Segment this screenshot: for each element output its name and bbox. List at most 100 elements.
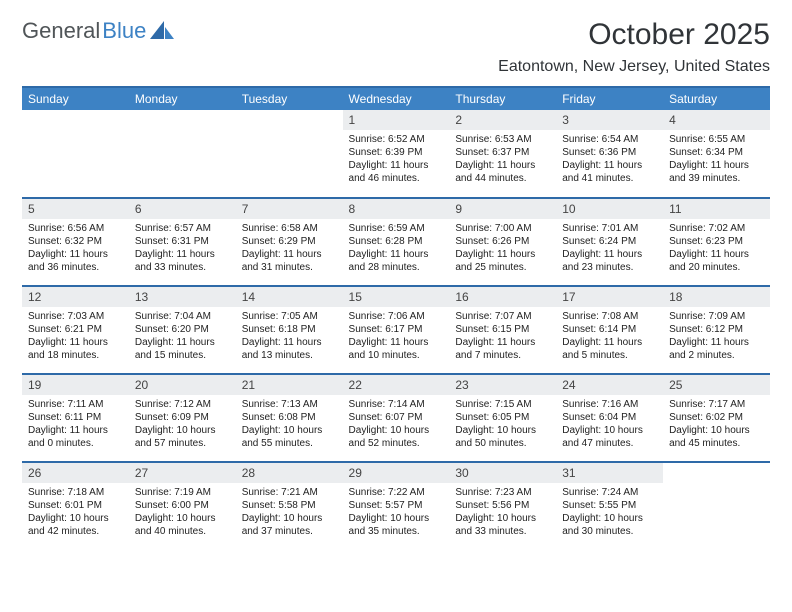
- day-number: 28: [236, 463, 343, 483]
- day-body: Sunrise: 7:08 AMSunset: 6:14 PMDaylight:…: [556, 307, 663, 365]
- logo-sail-icon: [150, 21, 176, 41]
- calendar-cell: 14Sunrise: 7:05 AMSunset: 6:18 PMDayligh…: [236, 286, 343, 374]
- day-body: Sunrise: 7:16 AMSunset: 6:04 PMDaylight:…: [556, 395, 663, 453]
- day-body: Sunrise: 6:55 AMSunset: 6:34 PMDaylight:…: [663, 130, 770, 188]
- calendar-cell: 22Sunrise: 7:14 AMSunset: 6:07 PMDayligh…: [343, 374, 450, 462]
- day-number: 2: [449, 110, 556, 130]
- calendar-cell: 15Sunrise: 7:06 AMSunset: 6:17 PMDayligh…: [343, 286, 450, 374]
- weekday-header: Sunday: [22, 88, 129, 110]
- day-body: Sunrise: 6:58 AMSunset: 6:29 PMDaylight:…: [236, 219, 343, 277]
- day-body: Sunrise: 7:00 AMSunset: 6:26 PMDaylight:…: [449, 219, 556, 277]
- day-number: 13: [129, 287, 236, 307]
- weekday-header: Friday: [556, 88, 663, 110]
- day-body: Sunrise: 7:05 AMSunset: 6:18 PMDaylight:…: [236, 307, 343, 365]
- day-body: Sunrise: 7:24 AMSunset: 5:55 PMDaylight:…: [556, 483, 663, 541]
- calendar-cell: 28Sunrise: 7:21 AMSunset: 5:58 PMDayligh…: [236, 462, 343, 550]
- logo-part2: Blue: [102, 18, 146, 44]
- day-number: 11: [663, 199, 770, 219]
- calendar-cell: 2Sunrise: 6:53 AMSunset: 6:37 PMDaylight…: [449, 110, 556, 198]
- day-body: Sunrise: 7:06 AMSunset: 6:17 PMDaylight:…: [343, 307, 450, 365]
- day-number: 10: [556, 199, 663, 219]
- day-number: 30: [449, 463, 556, 483]
- day-body: Sunrise: 7:04 AMSunset: 6:20 PMDaylight:…: [129, 307, 236, 365]
- day-number: 21: [236, 375, 343, 395]
- day-number: 12: [22, 287, 129, 307]
- day-body: Sunrise: 7:19 AMSunset: 6:00 PMDaylight:…: [129, 483, 236, 541]
- day-number: 31: [556, 463, 663, 483]
- calendar-cell: 26Sunrise: 7:18 AMSunset: 6:01 PMDayligh…: [22, 462, 129, 550]
- calendar-cell: 16Sunrise: 7:07 AMSunset: 6:15 PMDayligh…: [449, 286, 556, 374]
- day-number: 16: [449, 287, 556, 307]
- calendar-cell: [129, 110, 236, 198]
- day-number: 5: [22, 199, 129, 219]
- calendar-cell: 17Sunrise: 7:08 AMSunset: 6:14 PMDayligh…: [556, 286, 663, 374]
- day-number: 14: [236, 287, 343, 307]
- day-body: Sunrise: 6:57 AMSunset: 6:31 PMDaylight:…: [129, 219, 236, 277]
- day-number: 3: [556, 110, 663, 130]
- day-body: Sunrise: 7:18 AMSunset: 6:01 PMDaylight:…: [22, 483, 129, 541]
- weekday-header: Wednesday: [343, 88, 450, 110]
- calendar-cell: 23Sunrise: 7:15 AMSunset: 6:05 PMDayligh…: [449, 374, 556, 462]
- day-body: Sunrise: 6:52 AMSunset: 6:39 PMDaylight:…: [343, 130, 450, 188]
- day-body: Sunrise: 7:03 AMSunset: 6:21 PMDaylight:…: [22, 307, 129, 365]
- calendar-cell: 25Sunrise: 7:17 AMSunset: 6:02 PMDayligh…: [663, 374, 770, 462]
- day-body: Sunrise: 6:59 AMSunset: 6:28 PMDaylight:…: [343, 219, 450, 277]
- day-number: 6: [129, 199, 236, 219]
- calendar-cell: 8Sunrise: 6:59 AMSunset: 6:28 PMDaylight…: [343, 198, 450, 286]
- calendar-cell: 3Sunrise: 6:54 AMSunset: 6:36 PMDaylight…: [556, 110, 663, 198]
- calendar-cell: [663, 462, 770, 550]
- logo: GeneralBlue: [22, 18, 176, 44]
- calendar-cell: 20Sunrise: 7:12 AMSunset: 6:09 PMDayligh…: [129, 374, 236, 462]
- day-number: 17: [556, 287, 663, 307]
- day-body: Sunrise: 7:11 AMSunset: 6:11 PMDaylight:…: [22, 395, 129, 453]
- calendar-cell: 1Sunrise: 6:52 AMSunset: 6:39 PMDaylight…: [343, 110, 450, 198]
- day-number: 26: [22, 463, 129, 483]
- calendar-cell: 30Sunrise: 7:23 AMSunset: 5:56 PMDayligh…: [449, 462, 556, 550]
- calendar-cell: 12Sunrise: 7:03 AMSunset: 6:21 PMDayligh…: [22, 286, 129, 374]
- day-number: 20: [129, 375, 236, 395]
- day-number: 19: [22, 375, 129, 395]
- day-body: Sunrise: 6:56 AMSunset: 6:32 PMDaylight:…: [22, 219, 129, 277]
- day-number: 27: [129, 463, 236, 483]
- calendar-table: SundayMondayTuesdayWednesdayThursdayFrid…: [22, 88, 770, 550]
- day-body: Sunrise: 7:14 AMSunset: 6:07 PMDaylight:…: [343, 395, 450, 453]
- day-number: 22: [343, 375, 450, 395]
- day-number: 29: [343, 463, 450, 483]
- calendar-cell: 21Sunrise: 7:13 AMSunset: 6:08 PMDayligh…: [236, 374, 343, 462]
- calendar-cell: 31Sunrise: 7:24 AMSunset: 5:55 PMDayligh…: [556, 462, 663, 550]
- month-title: October 2025: [498, 18, 770, 52]
- day-body: Sunrise: 7:02 AMSunset: 6:23 PMDaylight:…: [663, 219, 770, 277]
- logo-part1: General: [22, 18, 100, 44]
- day-number: 4: [663, 110, 770, 130]
- calendar-cell: 19Sunrise: 7:11 AMSunset: 6:11 PMDayligh…: [22, 374, 129, 462]
- day-body: Sunrise: 7:21 AMSunset: 5:58 PMDaylight:…: [236, 483, 343, 541]
- calendar-cell: 7Sunrise: 6:58 AMSunset: 6:29 PMDaylight…: [236, 198, 343, 286]
- day-number: 8: [343, 199, 450, 219]
- day-body: Sunrise: 7:17 AMSunset: 6:02 PMDaylight:…: [663, 395, 770, 453]
- day-body: Sunrise: 7:23 AMSunset: 5:56 PMDaylight:…: [449, 483, 556, 541]
- weekday-header: Monday: [129, 88, 236, 110]
- day-number: 15: [343, 287, 450, 307]
- day-number: 24: [556, 375, 663, 395]
- day-number: 25: [663, 375, 770, 395]
- weekday-header: Thursday: [449, 88, 556, 110]
- calendar-cell: 13Sunrise: 7:04 AMSunset: 6:20 PMDayligh…: [129, 286, 236, 374]
- calendar-cell: 18Sunrise: 7:09 AMSunset: 6:12 PMDayligh…: [663, 286, 770, 374]
- calendar-cell: [236, 110, 343, 198]
- day-number: 9: [449, 199, 556, 219]
- day-body: Sunrise: 7:15 AMSunset: 6:05 PMDaylight:…: [449, 395, 556, 453]
- day-body: Sunrise: 7:01 AMSunset: 6:24 PMDaylight:…: [556, 219, 663, 277]
- calendar-cell: 29Sunrise: 7:22 AMSunset: 5:57 PMDayligh…: [343, 462, 450, 550]
- calendar-cell: 9Sunrise: 7:00 AMSunset: 6:26 PMDaylight…: [449, 198, 556, 286]
- calendar-cell: [22, 110, 129, 198]
- calendar-cell: 27Sunrise: 7:19 AMSunset: 6:00 PMDayligh…: [129, 462, 236, 550]
- calendar-cell: 4Sunrise: 6:55 AMSunset: 6:34 PMDaylight…: [663, 110, 770, 198]
- weekday-header: Saturday: [663, 88, 770, 110]
- calendar-cell: 11Sunrise: 7:02 AMSunset: 6:23 PMDayligh…: [663, 198, 770, 286]
- day-number: 23: [449, 375, 556, 395]
- weekday-header: Tuesday: [236, 88, 343, 110]
- day-body: Sunrise: 7:22 AMSunset: 5:57 PMDaylight:…: [343, 483, 450, 541]
- day-body: Sunrise: 6:54 AMSunset: 6:36 PMDaylight:…: [556, 130, 663, 188]
- location: Eatontown, New Jersey, United States: [498, 58, 770, 76]
- day-body: Sunrise: 7:09 AMSunset: 6:12 PMDaylight:…: [663, 307, 770, 365]
